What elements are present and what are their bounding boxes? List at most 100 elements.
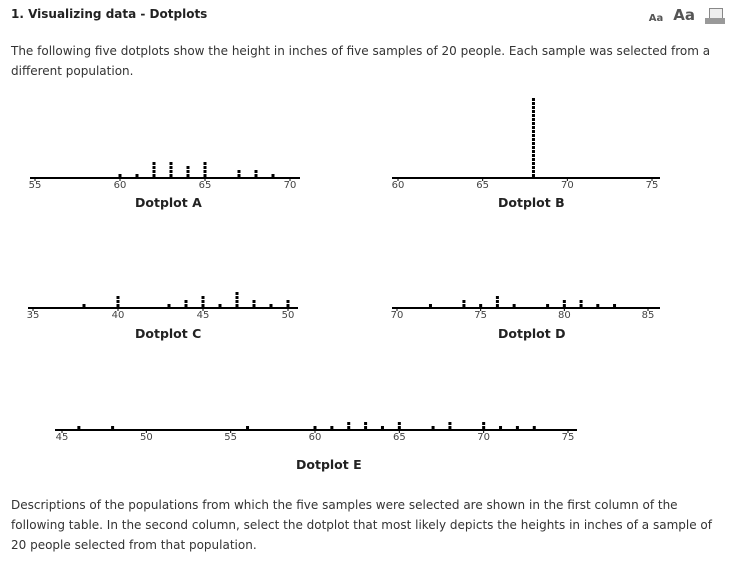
dotplot-title: Dotplot A: [135, 195, 202, 210]
dotplot-title: Dotplot C: [135, 326, 201, 341]
data-dot: [169, 166, 173, 169]
tick-label: 65: [393, 432, 406, 443]
data-dot: [479, 304, 483, 307]
intro-text: The following five dotplots show the hei…: [11, 44, 711, 78]
data-dot: [531, 110, 535, 113]
dotplot-title: Dotplot B: [498, 195, 565, 210]
tick-label: 35: [27, 310, 40, 321]
data-dot: [201, 296, 205, 299]
data-dot: [203, 170, 207, 173]
data-dot: [428, 304, 432, 307]
data-dot: [397, 422, 401, 425]
tick-label: 70: [561, 180, 574, 191]
tick-label: 40: [112, 310, 125, 321]
data-dot: [235, 304, 239, 307]
printer-icon[interactable]: [705, 8, 725, 24]
font-size-small-button[interactable]: Aa: [648, 13, 664, 24]
data-dot: [186, 166, 190, 169]
tick-label: 55: [29, 180, 42, 191]
data-dot: [235, 300, 239, 303]
data-dot: [235, 296, 239, 299]
data-dot: [252, 304, 256, 307]
tick-label: 85: [642, 310, 655, 321]
data-dot: [613, 304, 617, 307]
data-dot: [201, 304, 205, 307]
data-dot: [169, 162, 173, 165]
data-dot: [495, 304, 499, 307]
data-dot: [482, 426, 486, 429]
data-dot: [532, 426, 536, 429]
data-dot: [203, 166, 207, 169]
data-dot: [82, 304, 86, 307]
data-dot: [167, 304, 171, 307]
data-dot: [579, 300, 583, 303]
font-size-large-button[interactable]: Aa: [673, 6, 695, 24]
data-dot: [347, 422, 351, 425]
data-dot: [313, 426, 317, 429]
data-dot: [135, 174, 139, 177]
data-dot: [431, 426, 435, 429]
data-dot: [482, 422, 486, 425]
data-dot: [152, 166, 156, 169]
data-dot: [203, 162, 207, 165]
data-dot: [448, 426, 452, 429]
data-dot: [254, 170, 258, 173]
tick-label: 65: [199, 180, 212, 191]
data-dot: [184, 304, 188, 307]
data-dot: [531, 162, 535, 165]
data-dot: [269, 304, 273, 307]
data-dot: [203, 174, 207, 177]
data-dot: [116, 304, 120, 307]
data-dot: [286, 300, 290, 303]
data-dot: [380, 426, 384, 429]
page-title: 1. Visualizing data - Dotplots: [11, 7, 208, 21]
data-dot: [495, 296, 499, 299]
data-dot: [531, 118, 535, 121]
data-dot: [169, 170, 173, 173]
data-dot: [237, 170, 241, 173]
data-dot: [499, 426, 503, 429]
data-dot: [531, 158, 535, 161]
data-dot: [246, 426, 250, 429]
tick-label: 60: [392, 180, 405, 191]
data-dot: [364, 426, 368, 429]
data-dot: [512, 304, 516, 307]
data-dot: [531, 170, 535, 173]
data-dot: [579, 304, 583, 307]
data-dot: [531, 150, 535, 153]
data-dot: [531, 122, 535, 125]
data-dot: [235, 292, 239, 295]
data-dot: [116, 300, 120, 303]
data-dot: [252, 300, 256, 303]
data-dot: [347, 426, 351, 429]
data-dot: [531, 134, 535, 137]
data-dot: [531, 166, 535, 169]
data-dot: [531, 130, 535, 133]
data-dot: [118, 174, 122, 177]
data-dot: [562, 304, 566, 307]
tick-label: 45: [56, 432, 69, 443]
dotplot-title: Dotplot E: [296, 457, 362, 472]
data-dot: [218, 304, 222, 307]
toolbar: Aa Aa: [649, 6, 725, 24]
data-dot: [169, 174, 173, 177]
tick-label: 60: [114, 180, 127, 191]
data-dot: [186, 170, 190, 173]
data-dot: [448, 422, 452, 425]
tick-label: 55: [224, 432, 237, 443]
dotplot-title: Dotplot D: [498, 326, 565, 341]
data-dot: [152, 170, 156, 173]
data-dot: [330, 426, 334, 429]
data-dot: [116, 296, 120, 299]
data-dot: [237, 174, 241, 177]
data-dot: [152, 174, 156, 177]
data-dot: [254, 174, 258, 177]
data-dot: [531, 138, 535, 141]
data-dot: [531, 146, 535, 149]
tick-label: 50: [140, 432, 153, 443]
data-dot: [271, 174, 275, 177]
tick-label: 45: [197, 310, 210, 321]
data-dot: [562, 300, 566, 303]
tick-label: 70: [477, 432, 490, 443]
